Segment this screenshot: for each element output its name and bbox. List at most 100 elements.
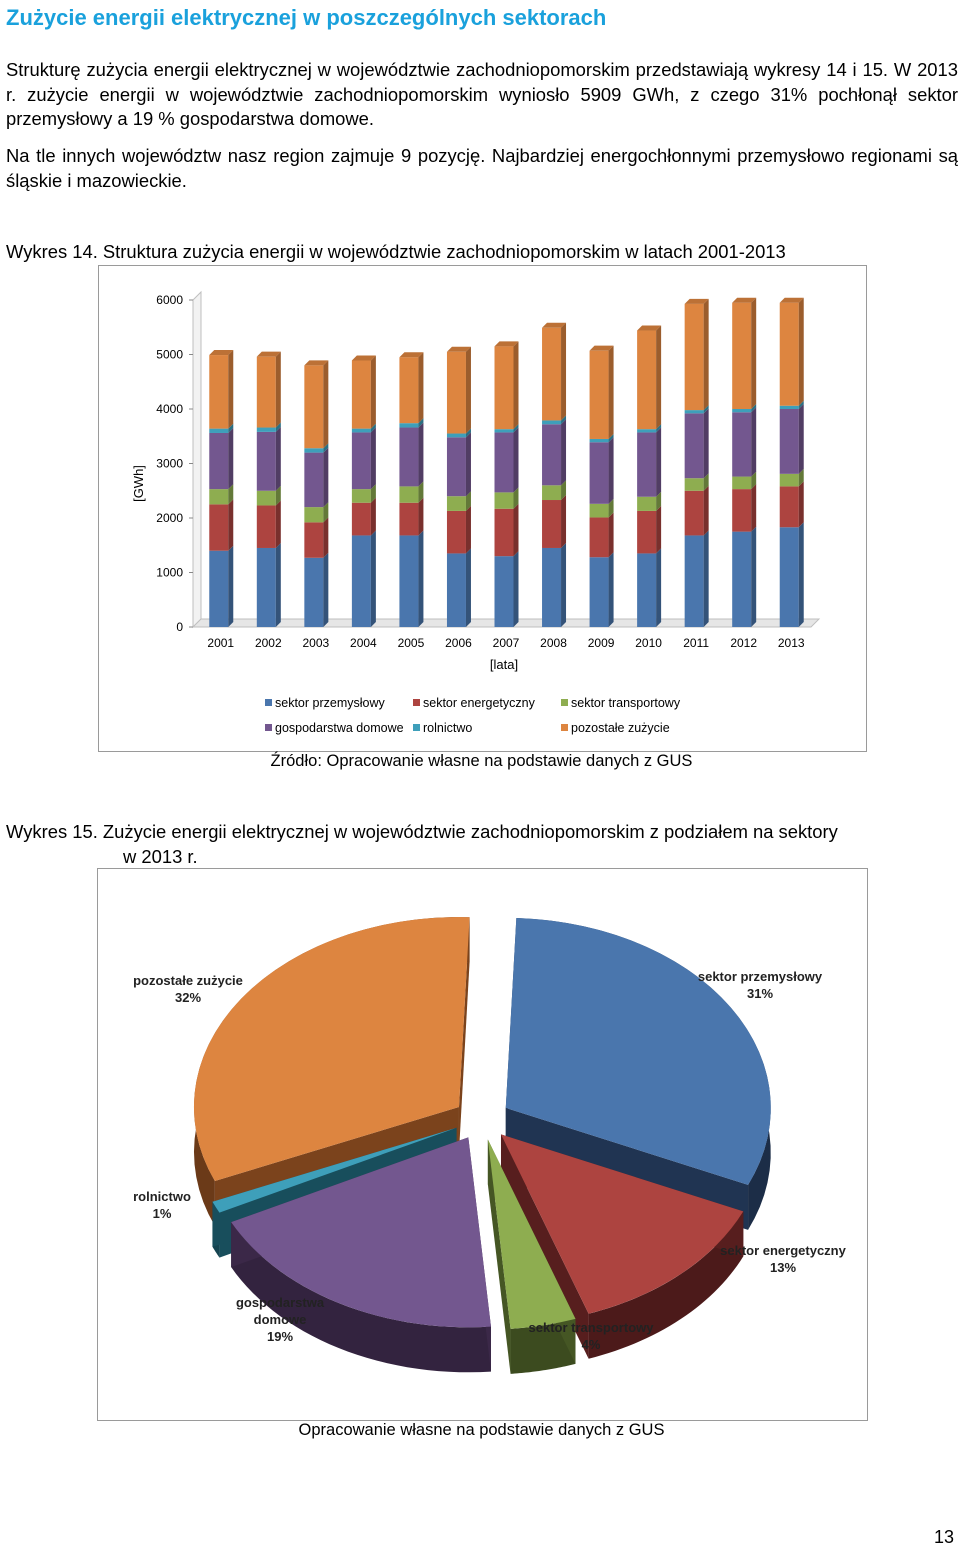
bar-column-2012	[732, 297, 757, 627]
pie-label-line: domowe	[254, 1312, 307, 1327]
bar-segment-side	[798, 522, 804, 627]
bar-segment-side	[751, 471, 757, 490]
bar-segment	[399, 502, 419, 536]
bar-segment	[256, 427, 276, 432]
legend-entry: sektor energetyczny	[423, 696, 536, 710]
bar-segment	[256, 547, 276, 627]
bar-segment-side	[228, 427, 234, 490]
pie-slice-top	[505, 918, 771, 1185]
bar-segment	[779, 473, 799, 487]
bar-segment	[446, 433, 466, 438]
bar-segment	[209, 355, 229, 429]
bar-segment	[779, 409, 799, 474]
bar-segment-side	[513, 551, 519, 627]
bar-segment	[637, 330, 657, 430]
pie-slice-side	[588, 1211, 744, 1359]
bar-segment-side	[465, 346, 471, 434]
pie-label-pozostałe-zużycie: pozostałe zużycie 32%	[133, 973, 243, 1005]
bar-top	[684, 298, 709, 304]
bar-segment-side	[275, 422, 281, 432]
bar-segment	[779, 486, 799, 528]
x-tick-label: 2009	[588, 636, 615, 650]
legend-swatch	[561, 724, 568, 731]
pie-label-line: 19%	[267, 1329, 293, 1344]
bar-segment-side	[465, 505, 471, 554]
bar-segment-side	[798, 404, 804, 474]
bar-segment	[494, 432, 514, 493]
bar-segment-side	[703, 408, 709, 479]
bar-segment	[732, 531, 752, 627]
pie-slice-top	[500, 1134, 744, 1314]
bar-segment-side	[798, 481, 804, 528]
bar-segment	[684, 478, 704, 491]
pie-slice-sektor-transportowy	[487, 1139, 576, 1374]
x-tick-label: 2002	[255, 636, 282, 650]
y-axis-label: [GWh]	[131, 465, 146, 502]
x-tick-label: 2010	[635, 636, 662, 650]
bar-segment	[589, 503, 609, 518]
bar-segment-side	[561, 480, 567, 501]
bar-segment-side	[323, 502, 329, 523]
bar-segment	[494, 556, 514, 627]
bar-segment	[494, 346, 514, 430]
pie-label-line: sektor przemysłowy	[698, 969, 823, 984]
bar-segment	[637, 429, 657, 433]
pie-label-line: sektor transportowy	[529, 1320, 655, 1335]
pie-chart: sektor przemysłowy 31% sektor energetyczny…	[133, 917, 847, 1374]
bar-segment	[304, 448, 324, 453]
x-tick-label: 2005	[398, 636, 425, 650]
bar-top	[779, 297, 804, 303]
bar-segment	[542, 420, 562, 425]
intro-paragraph: Strukturę zużycia energii elektrycznej w…	[6, 59, 958, 129]
bar-column-2005	[399, 352, 424, 627]
bar-segment	[684, 413, 704, 479]
bar-segment	[637, 432, 657, 497]
bar-segment-side	[418, 530, 424, 627]
bar-top	[351, 355, 376, 361]
bar-segment-side	[370, 530, 376, 627]
x-tick-label: 2011	[683, 636, 709, 650]
pie-label-gospodarstwa-domowe: gospodarstwa domowe 19%	[236, 1295, 325, 1344]
bar-segment-side	[323, 552, 329, 627]
bar-column-2009	[589, 345, 614, 627]
y-axis-wall	[192, 290, 202, 629]
bar-segment	[542, 327, 562, 421]
pie-chart-frame: sektor przemysłowy 31% sektor energetyczny…	[97, 868, 868, 1421]
bar-column-2004	[351, 355, 376, 627]
bar-segment	[446, 351, 466, 434]
bar-segment-side	[513, 427, 519, 493]
bar-segment-side	[323, 447, 329, 508]
bar-segment	[304, 522, 324, 558]
bar-segment	[494, 429, 514, 433]
bar-segment	[351, 535, 371, 627]
bar-segment-side	[561, 322, 567, 421]
pie-label-line: 32%	[175, 990, 201, 1005]
legend-entry: sektor transportowy	[571, 696, 681, 710]
bar-segment-side	[418, 497, 424, 536]
bar-segment	[637, 510, 657, 554]
legend-entry: sektor przemysłowy	[275, 696, 385, 710]
bar-segment-side	[228, 545, 234, 627]
bar-segment-side	[656, 325, 662, 430]
bar-segment-side	[370, 355, 376, 429]
bar-segment-side	[465, 432, 471, 497]
x-tick-label: 2013	[778, 636, 805, 650]
bar-column-2013	[779, 297, 804, 627]
x-tick-label: 2008	[540, 636, 567, 650]
bar-segment	[589, 557, 609, 627]
x-tick-label: 2006	[445, 636, 472, 650]
bar-segment	[256, 505, 276, 548]
bar-segment-side	[323, 443, 329, 453]
x-tick-label: 2003	[302, 636, 329, 650]
bar-segment	[399, 357, 419, 424]
bar-segment-side	[751, 407, 757, 477]
page-number: 13	[933, 1527, 954, 1547]
bar-segment-side	[656, 505, 662, 554]
bar-segment-side	[513, 341, 519, 430]
bar-segment-side	[228, 484, 234, 505]
bar-top	[637, 325, 662, 331]
figure14-caption: Wykres 14. Struktura zużycia energii w w…	[6, 241, 786, 262]
bar-segment-side	[656, 491, 662, 511]
pie-slice-wall	[487, 1139, 511, 1374]
bar-segment	[732, 302, 752, 409]
